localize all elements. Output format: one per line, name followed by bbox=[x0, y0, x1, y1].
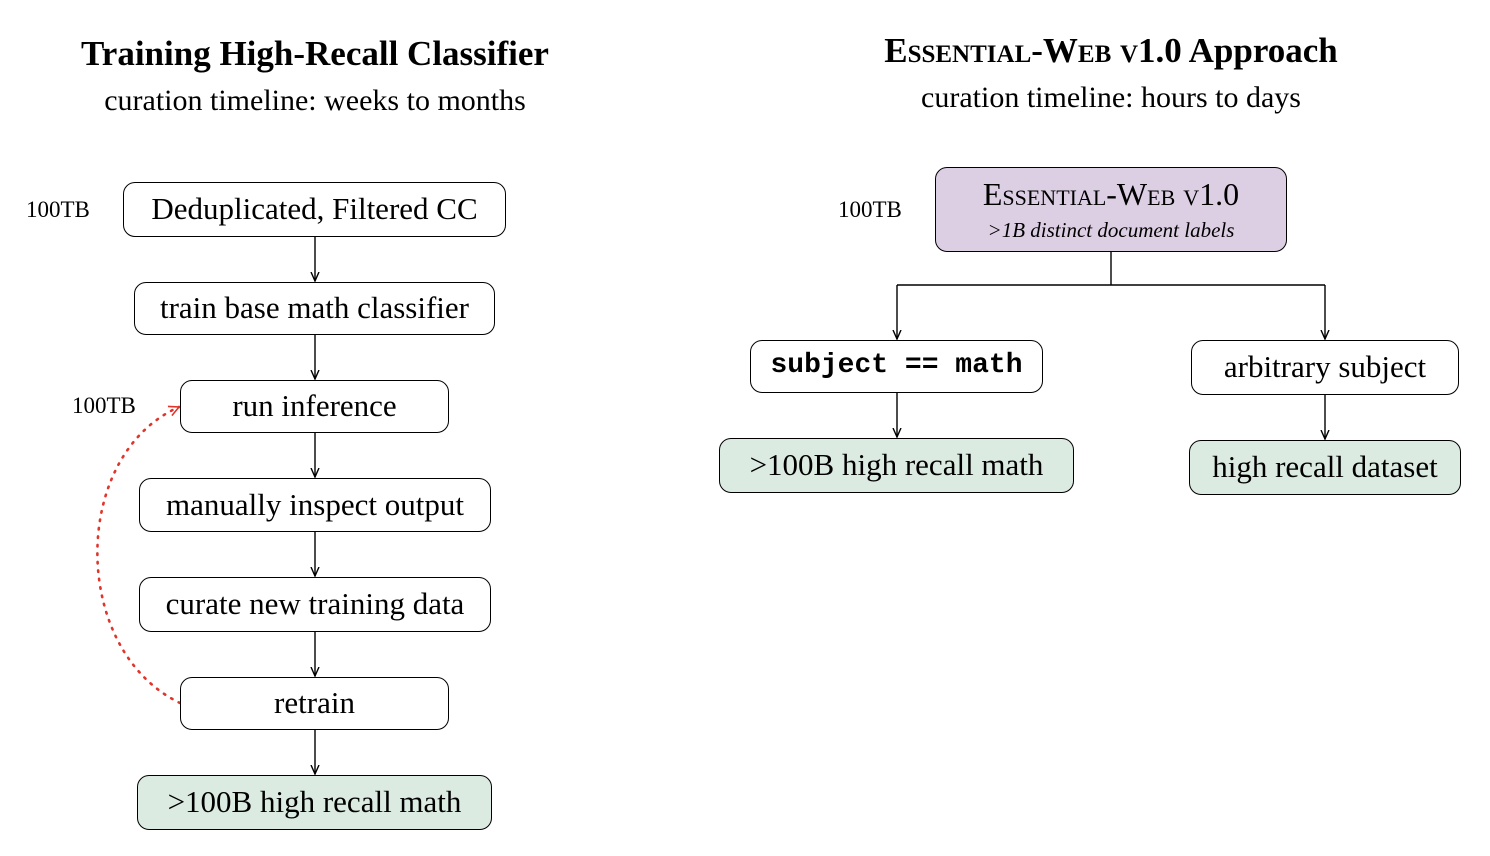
node-essential-web-name: Essential-Web v1.0 bbox=[982, 176, 1240, 213]
feedback-loop-arrow bbox=[96, 407, 182, 705]
node-essential-web-detail: >1B distinct document labels bbox=[987, 217, 1235, 242]
node-left-output-label: >100B high recall math bbox=[167, 784, 462, 820]
node-any-subject-label: arbitrary subject bbox=[1223, 349, 1427, 385]
left-input-size: 100TB bbox=[26, 197, 90, 222]
node-retrain-label: retrain bbox=[274, 685, 355, 721]
node-curate-data: curate new training data bbox=[139, 577, 491, 632]
node-train-classifier-label: train base math classifier bbox=[159, 290, 470, 326]
node-essential-web: Essential-Web v1.0 >1B distinct document… bbox=[935, 167, 1287, 252]
node-inspect-output-label: manually inspect output bbox=[166, 486, 464, 522]
node-retrain: retrain bbox=[180, 677, 449, 730]
node-run-inference: run inference bbox=[180, 380, 449, 433]
node-any-subject: arbitrary subject bbox=[1191, 340, 1459, 395]
node-deduplicated-cc: Deduplicated, Filtered CC bbox=[123, 182, 506, 237]
right-subtitle: curation timeline: hours to days bbox=[921, 81, 1301, 114]
right-input-size: 100TB bbox=[838, 197, 902, 222]
left-title: Training High-Recall Classifier bbox=[81, 34, 549, 73]
node-inspect-output: manually inspect output bbox=[139, 478, 491, 532]
node-deduplicated-cc-label: Deduplicated, Filtered CC bbox=[151, 191, 478, 227]
node-math-filter: subject == math bbox=[750, 340, 1043, 393]
node-train-classifier: train base math classifier bbox=[134, 282, 495, 335]
node-left-output: >100B high recall math bbox=[137, 775, 492, 830]
node-math-filter-label: subject == math bbox=[770, 350, 1023, 382]
right-title: Essential-Web v1.0 Approach bbox=[780, 31, 1442, 71]
inference-size: 100TB bbox=[72, 393, 136, 418]
left-subtitle: curation timeline: weeks to months bbox=[104, 84, 526, 117]
node-any-output-label: high recall dataset bbox=[1212, 449, 1438, 485]
node-run-inference-label: run inference bbox=[232, 388, 397, 424]
node-any-output: high recall dataset bbox=[1189, 440, 1461, 495]
node-right-math-output-label: >100B high recall math bbox=[749, 447, 1044, 483]
right-title-brand: Essential-Web v1.0 bbox=[884, 31, 1182, 70]
node-right-math-output: >100B high recall math bbox=[719, 438, 1074, 493]
right-title-rest: Approach bbox=[1181, 31, 1338, 70]
node-curate-data-label: curate new training data bbox=[165, 586, 465, 622]
